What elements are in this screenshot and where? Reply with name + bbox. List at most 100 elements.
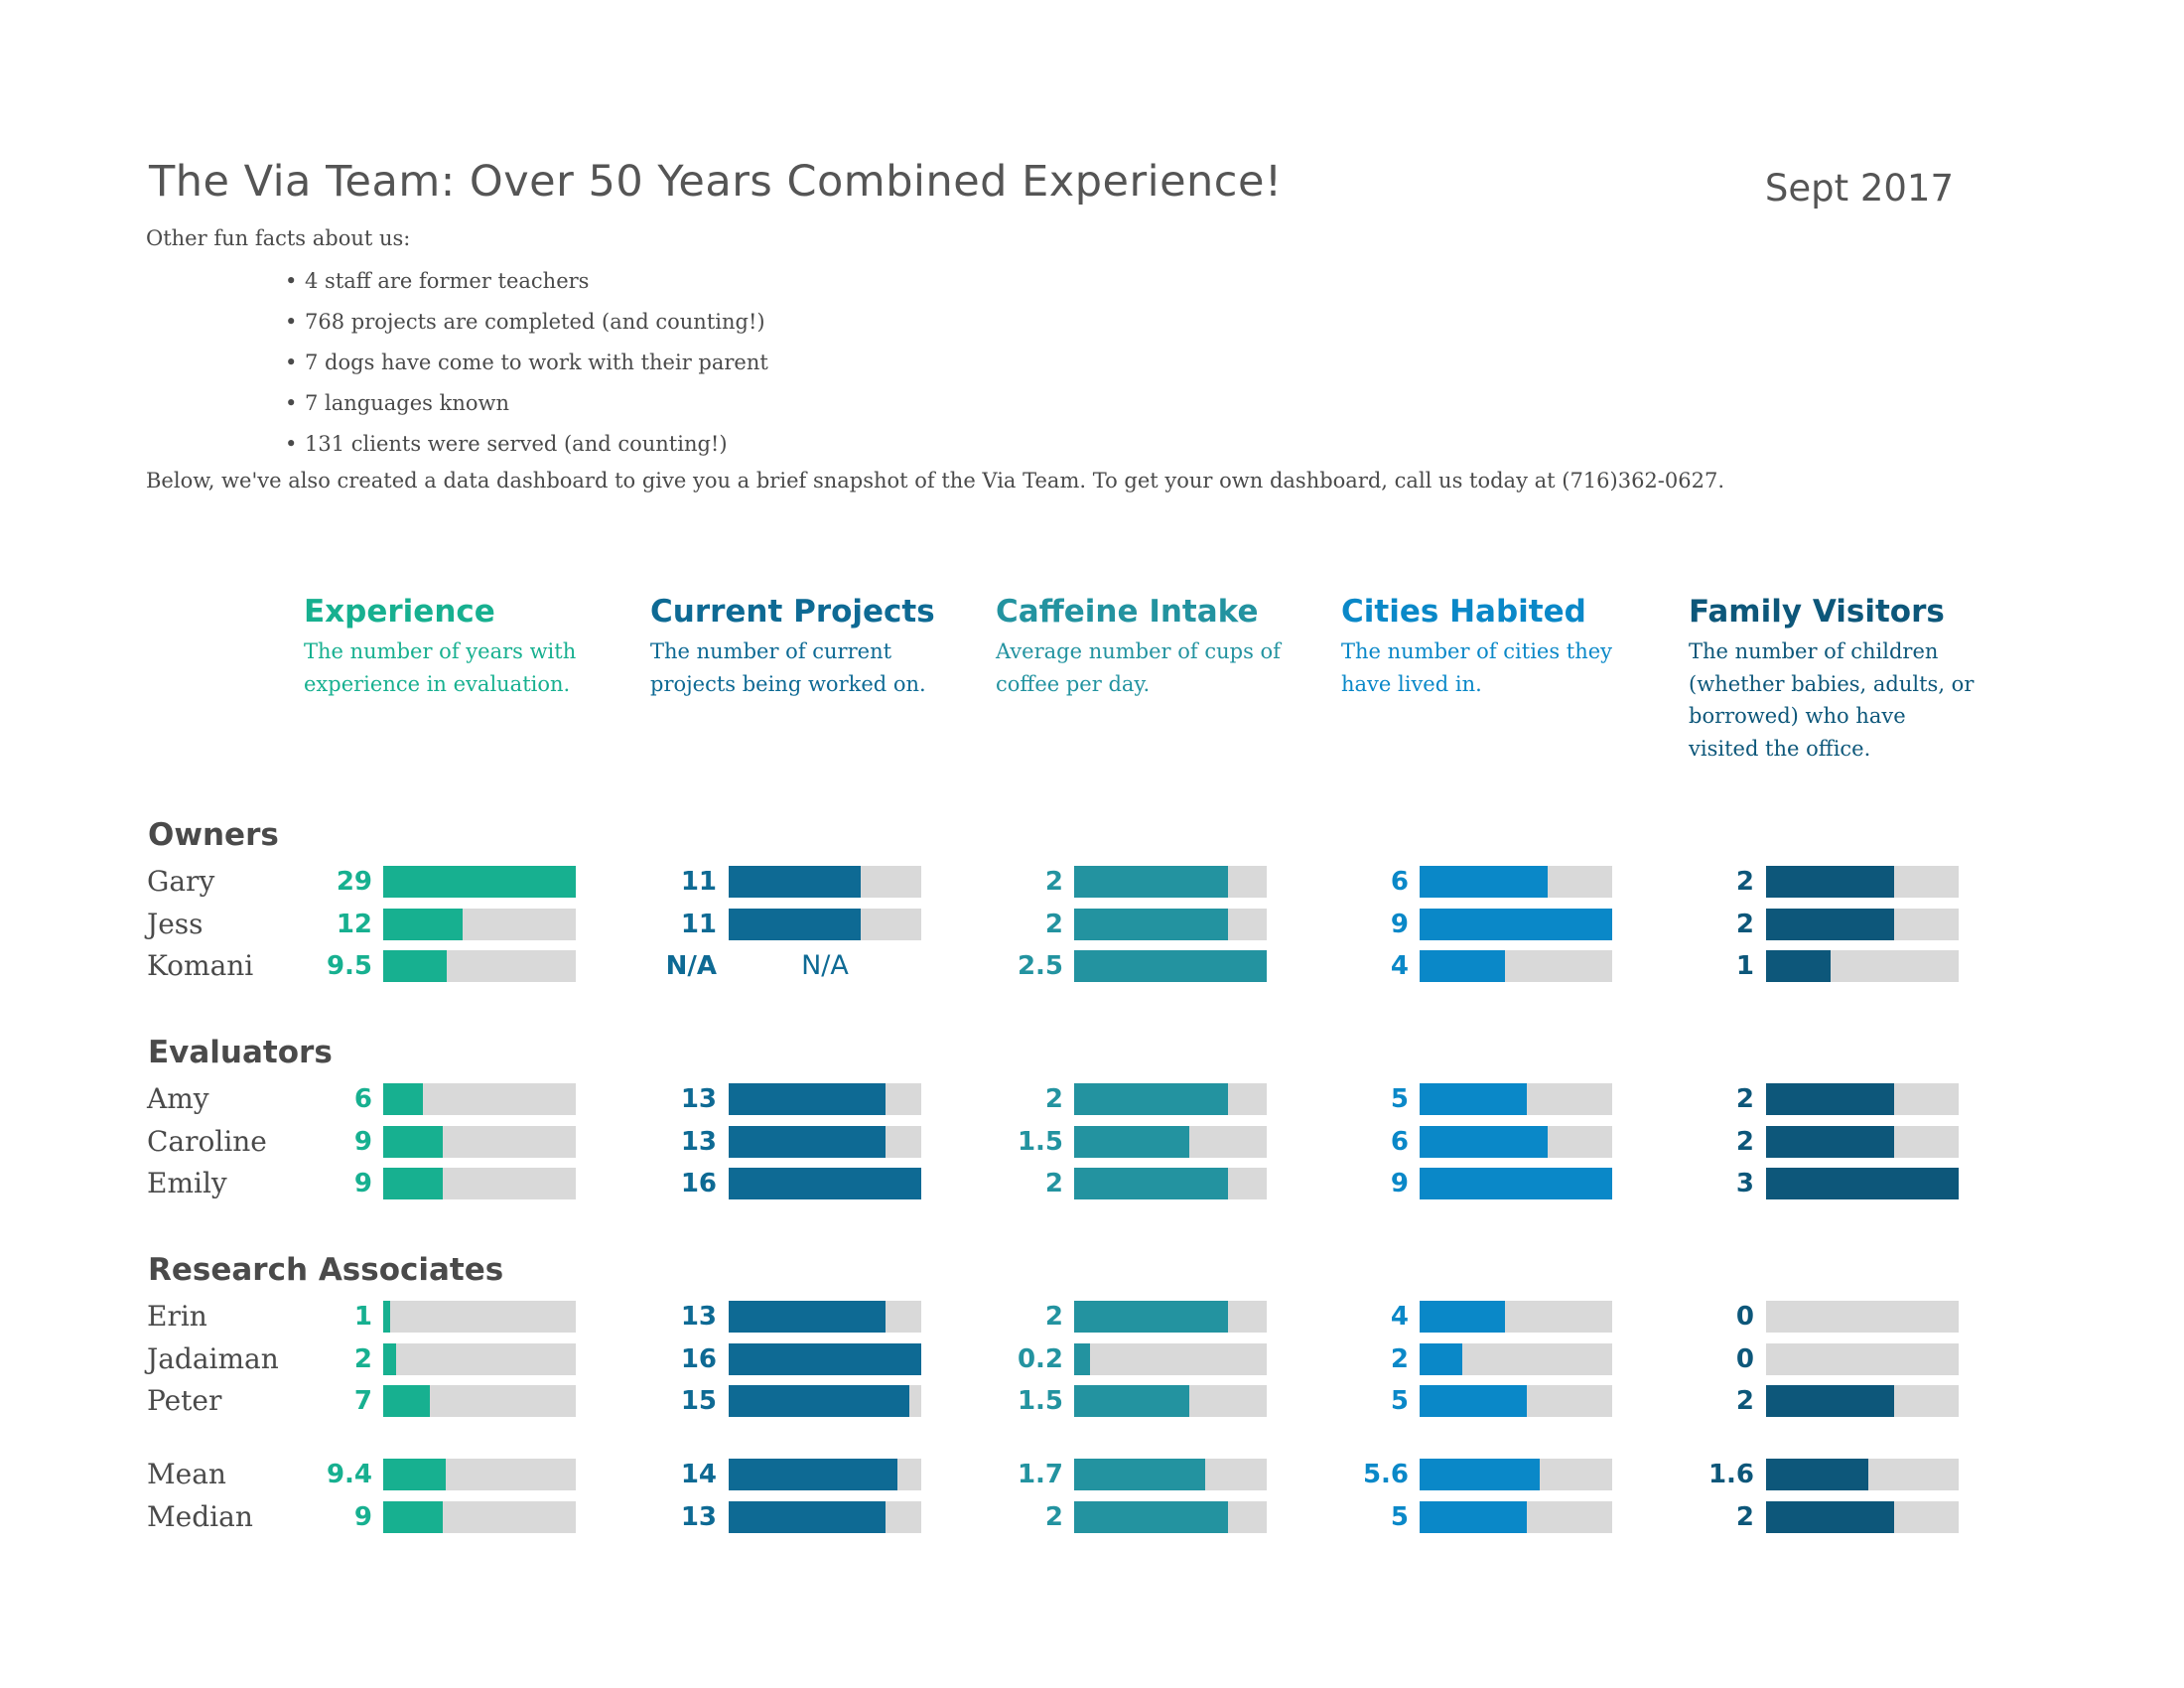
bar bbox=[729, 866, 862, 898]
group-label: Research Associates bbox=[148, 1252, 504, 1288]
bar bbox=[1074, 1301, 1229, 1333]
row-name: Mean bbox=[147, 1458, 226, 1490]
data-label: 2.5 bbox=[1017, 951, 1063, 981]
row-name: Gary bbox=[147, 865, 215, 898]
bar bbox=[1074, 1500, 1229, 1533]
data-label: 16 bbox=[680, 1169, 717, 1198]
bar-track bbox=[1420, 1385, 1612, 1417]
bar bbox=[1420, 1459, 1540, 1490]
data-label: 11 bbox=[680, 909, 717, 939]
bar bbox=[1074, 1459, 1205, 1490]
bar bbox=[729, 1168, 921, 1199]
bar bbox=[1420, 1168, 1612, 1199]
bar bbox=[383, 908, 464, 940]
bar bbox=[1766, 1125, 1895, 1158]
bullet-icon: • bbox=[285, 391, 298, 415]
bar bbox=[383, 950, 447, 982]
bar-track bbox=[1420, 1459, 1612, 1490]
bar-track bbox=[1074, 1125, 1267, 1158]
bar-track bbox=[729, 1301, 921, 1333]
data-label: 15 bbox=[680, 1386, 717, 1416]
bar-track bbox=[729, 1125, 921, 1158]
bar-track bbox=[383, 1083, 576, 1115]
bar-track bbox=[1420, 1301, 1612, 1333]
bar-track bbox=[729, 908, 921, 940]
data-label: 6 bbox=[353, 1084, 372, 1114]
bar bbox=[383, 1342, 397, 1375]
bar-track bbox=[1766, 1168, 1959, 1199]
fact-item: • 4 staff are former teachers bbox=[285, 267, 768, 308]
bar-track bbox=[1074, 1083, 1267, 1115]
bar bbox=[729, 1385, 909, 1417]
bar-track bbox=[383, 1301, 576, 1333]
bar bbox=[1420, 1342, 1463, 1375]
bar-track bbox=[383, 950, 576, 982]
fact-text: 7 languages known bbox=[305, 391, 510, 415]
data-label: 9 bbox=[1390, 909, 1409, 939]
row-name: Jess bbox=[147, 907, 204, 940]
bar bbox=[1074, 950, 1267, 982]
column-header-4: Family Visitors The number of children (w… bbox=[1689, 594, 1977, 765]
data-label: 12 bbox=[336, 909, 372, 939]
fact-item: • 768 projects are completed (and countin… bbox=[285, 308, 768, 349]
bar-track bbox=[1766, 866, 1959, 898]
data-label: 2 bbox=[1735, 867, 1754, 897]
fact-text: 4 staff are former teachers bbox=[305, 269, 590, 293]
data-label: 9.5 bbox=[326, 951, 372, 981]
bar bbox=[1766, 908, 1895, 940]
column-title: Caffeine Intake bbox=[996, 594, 1259, 630]
data-label: 1.5 bbox=[1017, 1126, 1063, 1157]
bar-track bbox=[1766, 1083, 1959, 1115]
bar-track bbox=[383, 908, 576, 940]
na-label: N/A bbox=[801, 950, 849, 981]
data-label: 9.4 bbox=[326, 1460, 372, 1489]
data-label: 9 bbox=[1390, 1169, 1409, 1198]
bar bbox=[1074, 1168, 1229, 1199]
bar bbox=[729, 1301, 886, 1333]
bar bbox=[1074, 908, 1229, 940]
bar-track bbox=[729, 1168, 921, 1199]
column-description: The number of cities they have lived in. bbox=[1341, 639, 1613, 696]
bar-track bbox=[1074, 1500, 1267, 1533]
data-label: 5 bbox=[1390, 1386, 1409, 1416]
bar-track bbox=[1766, 1342, 1959, 1375]
group-label: Owners bbox=[148, 817, 279, 853]
bar bbox=[729, 1125, 886, 1158]
row-name: Jadaiman bbox=[147, 1341, 279, 1375]
data-label: 13 bbox=[680, 1126, 717, 1157]
bar-track bbox=[1420, 908, 1612, 940]
data-label: 2 bbox=[353, 1343, 372, 1374]
bar-track bbox=[1074, 950, 1267, 982]
bar bbox=[383, 1385, 430, 1417]
column-title: Cities Habited bbox=[1341, 594, 1586, 630]
data-label: 2 bbox=[1735, 1126, 1754, 1157]
bar bbox=[383, 1500, 444, 1533]
data-label: 2 bbox=[1044, 909, 1063, 939]
data-label: 2 bbox=[1735, 1501, 1754, 1532]
bar bbox=[1074, 1342, 1090, 1375]
data-label: 5 bbox=[1390, 1084, 1409, 1114]
bar-track bbox=[729, 866, 921, 898]
row-name: Erin bbox=[147, 1300, 207, 1333]
column-description: The number of children (whether babies, … bbox=[1689, 639, 1975, 761]
bar bbox=[1766, 1385, 1895, 1417]
column-description: The number of current projects being wor… bbox=[650, 639, 926, 696]
bar bbox=[1766, 1168, 1959, 1199]
column-header-3: Cities Habited The number of cities they … bbox=[1341, 594, 1629, 700]
column-header-0: Experience The number of years with exper… bbox=[304, 594, 592, 700]
data-label: 2 bbox=[1044, 1501, 1063, 1532]
bar-track bbox=[729, 1083, 921, 1115]
data-label: 2 bbox=[1735, 1386, 1754, 1416]
bar-track bbox=[383, 866, 576, 898]
bar bbox=[383, 1125, 444, 1158]
data-label: 1 bbox=[1735, 951, 1754, 981]
bar bbox=[1420, 1385, 1527, 1417]
bar bbox=[1766, 866, 1895, 898]
bar-track bbox=[1074, 1342, 1267, 1375]
bar-track bbox=[383, 1459, 576, 1490]
data-label: N/A bbox=[665, 951, 717, 981]
fact-text: 131 clients were served (and counting!) bbox=[305, 432, 728, 456]
bar bbox=[1766, 1500, 1895, 1533]
bar-track bbox=[1074, 1459, 1267, 1490]
bar-track bbox=[1420, 1083, 1612, 1115]
